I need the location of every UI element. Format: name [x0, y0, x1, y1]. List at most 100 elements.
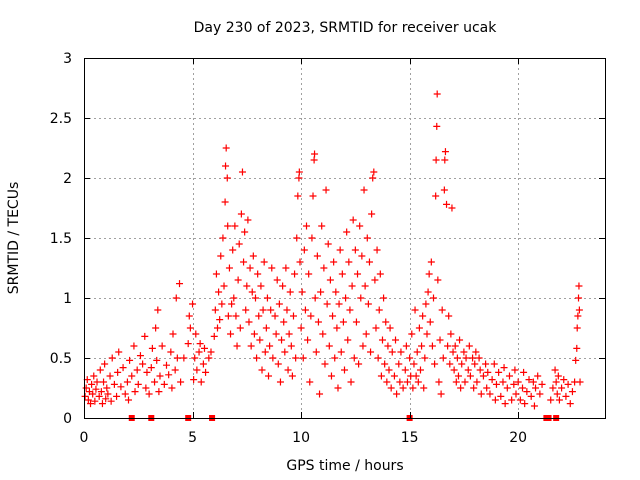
data-point: [519, 384, 527, 392]
data-point: [406, 354, 414, 362]
data-point: [554, 372, 562, 380]
data-point: [260, 258, 268, 266]
data-point: [220, 282, 228, 290]
data-point: [356, 222, 364, 230]
data-point: [251, 294, 259, 302]
data-point: [327, 372, 335, 380]
data-point: [275, 300, 283, 308]
data-point: [403, 378, 411, 386]
data-point: [409, 384, 417, 392]
data-point: [147, 364, 155, 372]
data-point: [195, 348, 203, 356]
data-point: [232, 312, 240, 320]
data-point: [287, 342, 295, 350]
data-point: [574, 312, 582, 320]
data-point: [335, 300, 343, 308]
data-point: [199, 360, 207, 368]
x-tick-label: 0: [80, 430, 89, 446]
data-point: [421, 354, 429, 362]
data-point: [438, 306, 446, 314]
data-point: [341, 366, 348, 374]
data-point: [444, 342, 452, 350]
data-point: [253, 354, 261, 362]
data-point: [348, 282, 356, 290]
data-point: [575, 282, 583, 290]
data-point: [454, 372, 462, 380]
data-point: [307, 312, 315, 320]
data-point: [295, 174, 303, 182]
data-point: [293, 234, 301, 242]
data-point: [441, 148, 449, 156]
data-point: [411, 306, 419, 314]
data-point: [238, 168, 246, 176]
data-point: [222, 162, 230, 170]
data-point: [243, 282, 251, 290]
data-point: [107, 397, 115, 405]
data-point: [155, 388, 163, 396]
data-point: [448, 204, 456, 212]
data-point: [165, 371, 173, 379]
data-point: [294, 192, 302, 200]
data-point: [362, 330, 370, 338]
data-point: [397, 348, 405, 356]
data-point: [261, 348, 269, 356]
data-point: [314, 318, 322, 326]
data-point: [125, 396, 133, 404]
data-point: [153, 356, 161, 364]
data-point: [93, 378, 101, 386]
data-point: [492, 380, 500, 388]
data-point: [384, 342, 392, 350]
data-point: [491, 396, 499, 404]
data-point: [211, 306, 219, 314]
data-point: [431, 360, 439, 368]
data-point: [95, 392, 103, 400]
data-point: [458, 360, 466, 368]
data-point: [416, 366, 424, 374]
x-tick-label: 5: [188, 430, 197, 446]
data-point: [254, 270, 262, 278]
data-point: [154, 306, 162, 314]
data-point: [456, 336, 464, 344]
data-point: [408, 330, 416, 338]
data-point: [430, 294, 438, 302]
data-point: [282, 264, 290, 272]
data-point: [236, 324, 244, 332]
data-point: [462, 354, 470, 362]
data-point: [121, 390, 129, 398]
data-point: [265, 372, 273, 380]
data-point: [414, 378, 422, 386]
data-point: [472, 348, 480, 356]
data-point: [376, 270, 384, 278]
data-point: [219, 234, 227, 242]
data-point: [343, 228, 351, 236]
data-point: [572, 356, 580, 364]
data-point: [334, 384, 342, 392]
data-point: [410, 360, 418, 368]
data-point: [322, 186, 330, 194]
data-point: [368, 210, 376, 218]
data-point: [380, 294, 388, 302]
data-point: [185, 312, 193, 320]
data-point: [310, 156, 318, 164]
data-point: [457, 384, 465, 392]
data-point: [344, 336, 352, 344]
data-point: [359, 342, 367, 350]
data-point: [145, 390, 153, 398]
data-point: [189, 300, 197, 308]
data-point: [323, 300, 331, 308]
data-point: [184, 340, 192, 348]
data-point: [402, 342, 410, 350]
data-point: [301, 306, 309, 314]
data-point: [393, 390, 401, 398]
data-point: [495, 368, 503, 376]
data-point: [355, 360, 363, 368]
data-point: [372, 324, 380, 332]
data-point: [473, 378, 481, 386]
data-point: [88, 380, 96, 388]
data-point: [365, 258, 373, 266]
data-point: [547, 396, 555, 404]
data-point: [536, 390, 544, 398]
data-point: [81, 392, 89, 400]
data-point: [575, 294, 583, 302]
data-point: [143, 368, 151, 376]
